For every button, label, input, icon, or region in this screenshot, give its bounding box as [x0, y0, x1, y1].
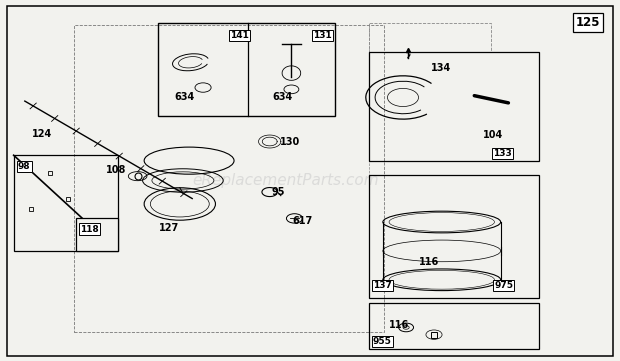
Text: 137: 137 — [373, 281, 391, 290]
Bar — [158, 23, 335, 116]
Text: 118: 118 — [80, 225, 99, 234]
Text: 133: 133 — [493, 149, 512, 158]
Text: 116: 116 — [419, 257, 439, 267]
Text: 975: 975 — [494, 281, 513, 290]
Bar — [369, 175, 539, 298]
Bar — [369, 303, 539, 349]
Bar — [369, 52, 539, 161]
Text: 95: 95 — [271, 187, 285, 197]
Text: 124: 124 — [32, 129, 52, 139]
Text: 98: 98 — [18, 162, 30, 171]
Text: 617: 617 — [293, 216, 312, 226]
Bar — [74, 25, 384, 332]
Text: 127: 127 — [159, 223, 179, 233]
Text: 104: 104 — [484, 130, 503, 140]
Text: 125: 125 — [575, 16, 600, 29]
Bar — [76, 218, 118, 251]
Text: 634: 634 — [175, 92, 195, 103]
Text: 130: 130 — [280, 136, 300, 147]
Text: 141: 141 — [231, 31, 249, 40]
Text: eReplacementParts.com: eReplacementParts.com — [192, 173, 379, 188]
Text: 955: 955 — [373, 337, 391, 346]
Bar — [14, 155, 118, 251]
Text: 134: 134 — [432, 63, 451, 73]
Text: 108: 108 — [107, 165, 126, 175]
Text: 116: 116 — [389, 320, 409, 330]
Text: 131: 131 — [313, 31, 332, 40]
Text: 634: 634 — [272, 92, 292, 103]
Bar — [369, 23, 491, 52]
